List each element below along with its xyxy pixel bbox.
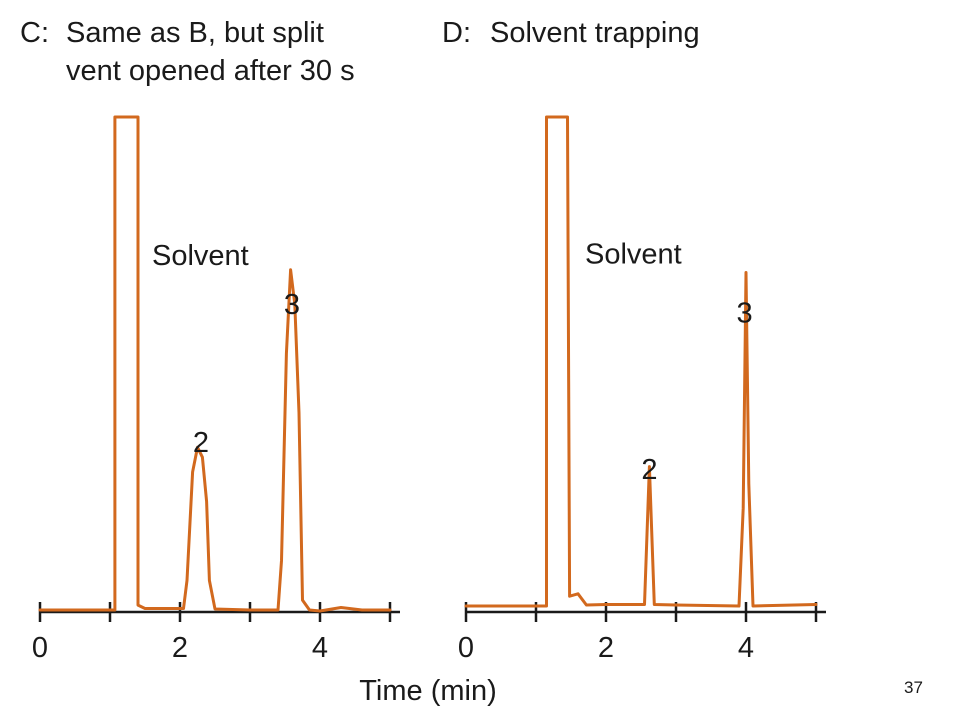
x-tick-label: 2 [598, 632, 614, 664]
panel-c-label: C: [20, 17, 49, 49]
panel-d-title-line-1: Solvent trapping [490, 17, 700, 49]
peak-annotation: 2 [193, 427, 209, 459]
panel-c-plot: 0 2 4 Solvent 2 3 [32, 115, 400, 664]
panel-c-title-line-2: vent opened after 30 s [66, 55, 355, 87]
panel-d-label: D: [442, 17, 471, 49]
chromatogram-trace [38, 115, 392, 613]
x-tick-label: 2 [172, 632, 188, 664]
peak-annotation: 3 [284, 289, 300, 321]
peak-annotation: Solvent [152, 240, 249, 272]
slide-number: 37 [904, 678, 923, 697]
panel-c-title-line-1: Same as B, but split [66, 17, 324, 49]
peak-annotation: 3 [737, 297, 753, 329]
x-axis-label: Time (min) [359, 675, 496, 707]
x-tick-label: 0 [458, 632, 474, 664]
panel-d-plot: 0 2 4 Solvent 2 3 [458, 115, 826, 664]
peak-annotation: Solvent [585, 239, 682, 271]
x-tick-label: 4 [312, 632, 328, 664]
peak-annotation: 2 [641, 454, 657, 486]
chromatogram-trace [464, 115, 818, 608]
x-tick-label: 4 [738, 632, 754, 664]
x-tick-label: 0 [32, 632, 48, 664]
